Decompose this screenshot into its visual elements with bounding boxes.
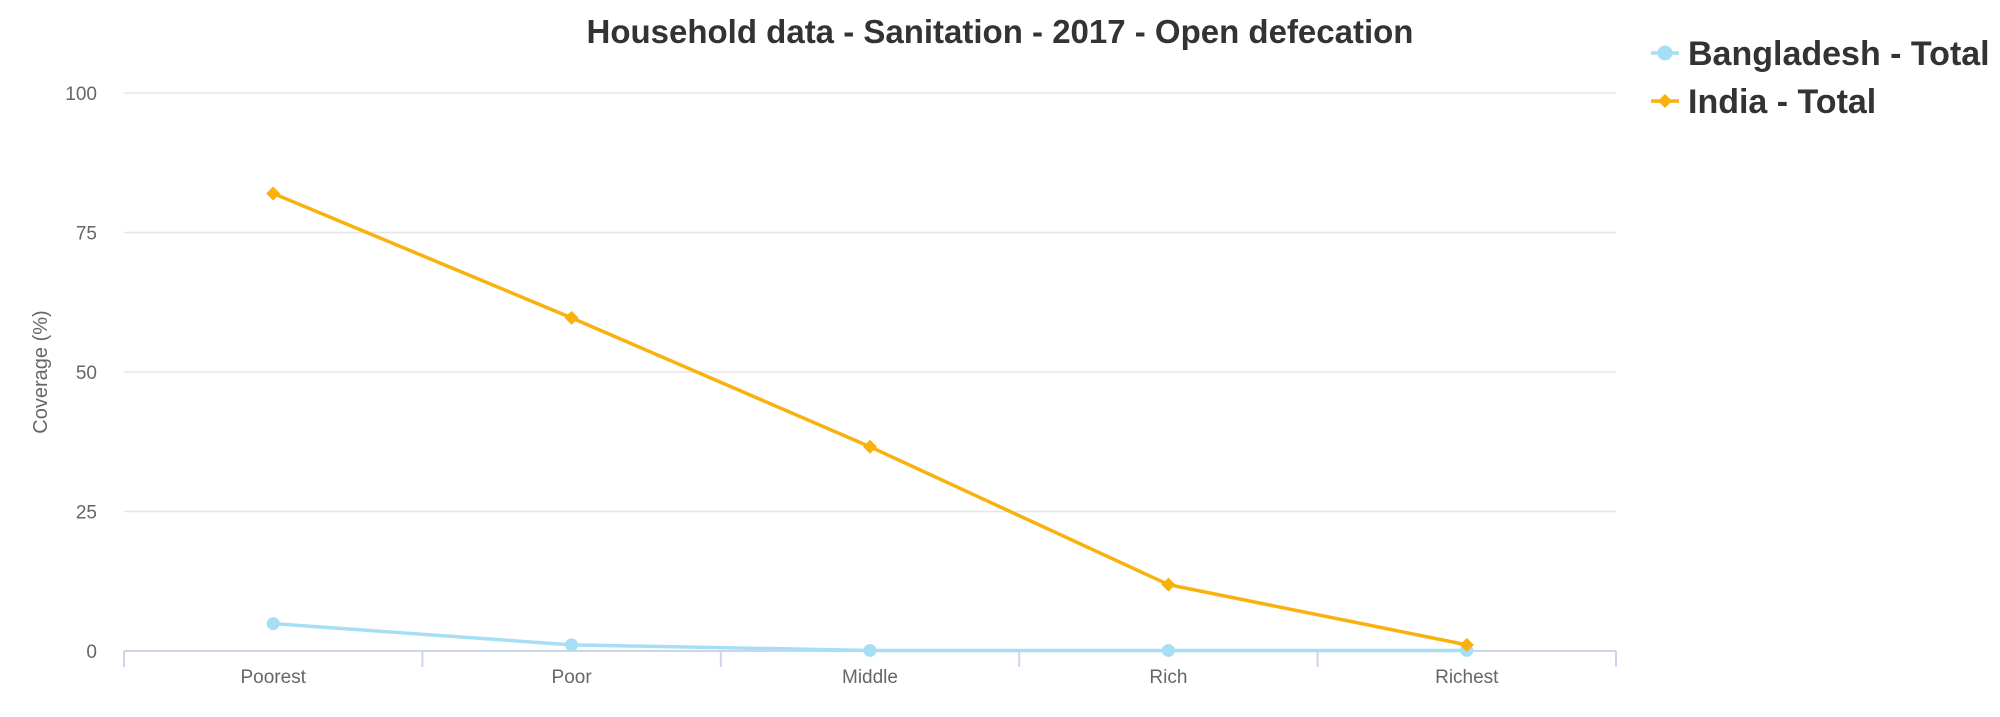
data-point[interactable] [1459, 637, 1474, 652]
series-1[interactable] [266, 617, 1474, 657]
x-tick-label-rich: Rich [1149, 667, 1187, 688]
data-point[interactable] [564, 310, 579, 325]
x-tick-label-richest: Richest [1435, 667, 1499, 688]
series-line[interactable] [271, 191, 1469, 647]
x-tick-label-middle: Middle [842, 667, 898, 688]
x-tick-label-poor: Poor [552, 667, 593, 688]
gridlines [124, 92, 1616, 513]
y-axis: 0 25 50 75 100 [65, 84, 97, 663]
y-tick-label-25: 25 [76, 503, 97, 524]
legend-item-2[interactable]: India - Total [1651, 83, 1876, 121]
legend-circle-icon [1657, 45, 1673, 61]
legend[interactable]: Bangladesh - Total India - Total [1651, 35, 1990, 121]
legend-label: India - Total [1688, 83, 1876, 121]
data-point[interactable] [1161, 643, 1175, 657]
y-tick-label-50: 50 [76, 363, 97, 384]
data-point[interactable] [266, 186, 281, 201]
y-axis-label: Coverage (%) [30, 310, 52, 433]
series-2[interactable] [266, 186, 1474, 652]
legend-label: Bangladesh - Total [1688, 35, 1990, 73]
y-tick-label-75: 75 [76, 224, 97, 245]
data-point[interactable] [863, 643, 877, 657]
y-tick-label-0: 0 [86, 642, 97, 663]
series-layer [266, 186, 1474, 657]
data-point[interactable] [565, 638, 579, 652]
data-point[interactable] [266, 617, 280, 631]
chart-title: Household data - Sanitation - 2017 - Ope… [587, 13, 1414, 50]
data-point[interactable] [863, 439, 877, 454]
data-point[interactable] [1161, 577, 1176, 592]
y-tick-label-100: 100 [65, 84, 97, 105]
legend-item-1[interactable]: Bangladesh - Total [1651, 35, 1990, 73]
x-tick-label-poorest: Poorest [240, 667, 306, 688]
legend-diamond-icon [1658, 94, 1672, 108]
